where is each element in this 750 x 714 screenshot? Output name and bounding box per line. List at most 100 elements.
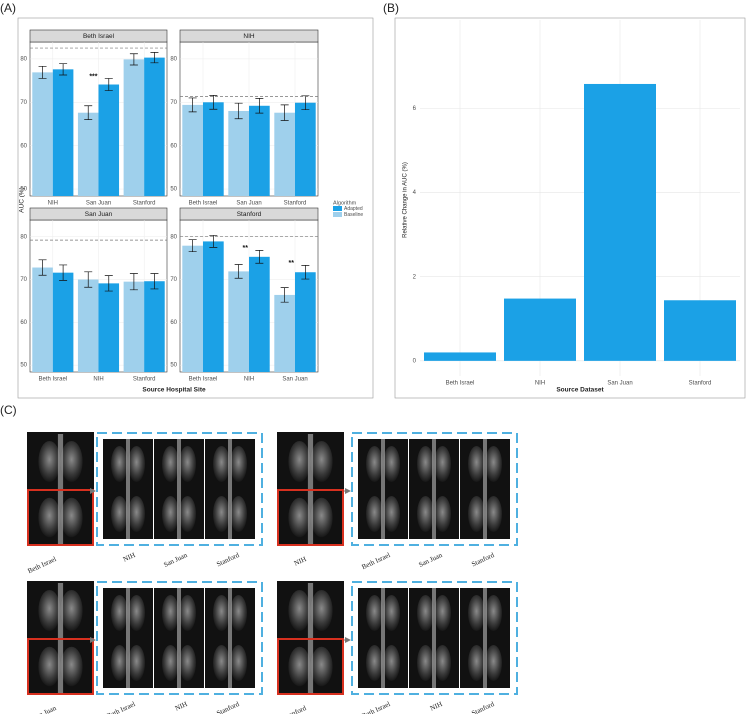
xray-image xyxy=(60,497,83,538)
xray-image xyxy=(383,595,400,631)
legend-title: Algorithm xyxy=(333,200,357,206)
y-tick-label: 50 xyxy=(170,187,177,193)
bar xyxy=(77,112,99,196)
error-bar xyxy=(38,65,47,79)
xray-image xyxy=(60,646,83,687)
x-tick-label: San Juan xyxy=(86,201,111,207)
target-label: San Juan xyxy=(162,551,189,569)
facet-title: San Juan xyxy=(85,211,113,218)
xray-image xyxy=(179,645,196,681)
target-label: NIH xyxy=(122,551,137,564)
query-box xyxy=(27,638,94,695)
error-bar xyxy=(129,53,138,66)
xray-image xyxy=(177,638,181,688)
bar xyxy=(182,245,203,372)
y-tick-label: 0 xyxy=(413,358,417,364)
xray-image xyxy=(38,497,61,538)
x-tick-label: Stanford xyxy=(284,201,307,207)
xray-image xyxy=(230,446,247,482)
y-axis-label: AUC (%) xyxy=(19,187,26,213)
xray-image xyxy=(57,433,64,490)
bar xyxy=(203,241,224,372)
xray-image xyxy=(381,588,385,638)
xray-image xyxy=(432,489,436,539)
x-tick-label: Stanford xyxy=(133,201,156,207)
bar xyxy=(144,281,165,372)
xray-image xyxy=(288,589,311,632)
x-tick-label: San Juan xyxy=(236,201,261,207)
x-tick-label: Stanford xyxy=(133,377,156,383)
retrieval-box xyxy=(96,581,263,695)
y-tick-label: 70 xyxy=(170,100,177,106)
xray-image xyxy=(288,646,311,687)
significance-label: ** xyxy=(243,245,249,252)
y-tick-label: 50 xyxy=(20,187,27,193)
query-box xyxy=(27,489,94,546)
xray-image xyxy=(162,645,179,681)
xray-image xyxy=(310,497,333,538)
error-bar xyxy=(255,98,264,114)
xray-image xyxy=(468,595,485,631)
xray-image xyxy=(485,446,502,482)
xray-image xyxy=(483,439,487,489)
xray-image xyxy=(417,446,434,482)
bar xyxy=(504,298,576,361)
x-tick-label: San Juan xyxy=(282,377,307,383)
xray-image xyxy=(213,446,230,482)
error-bar xyxy=(84,105,93,121)
xray-image xyxy=(307,490,314,545)
xray-image xyxy=(162,595,179,631)
xray-image xyxy=(383,496,400,532)
query-box xyxy=(277,489,344,546)
xray-image xyxy=(111,645,128,681)
xray-image xyxy=(483,489,487,539)
y-tick-label: 2 xyxy=(413,274,417,280)
legend-key xyxy=(333,212,342,217)
xray-image xyxy=(228,489,232,539)
xray-image xyxy=(307,582,314,639)
y-tick-label: 70 xyxy=(20,100,27,106)
facet-title: Stanford xyxy=(237,211,262,218)
error-bar xyxy=(150,273,159,290)
xray-image xyxy=(228,638,232,688)
error-bar xyxy=(255,250,264,264)
panel-label: (C) xyxy=(0,403,17,417)
xray-image xyxy=(483,588,487,638)
y-tick-label: 60 xyxy=(170,143,177,149)
xray-image xyxy=(126,638,130,688)
bar xyxy=(52,69,74,196)
error-bar xyxy=(84,271,93,288)
xray-image xyxy=(213,595,230,631)
x-tick-label: NIH xyxy=(244,377,254,383)
target-label: Stanford xyxy=(470,551,496,569)
xray-image xyxy=(434,645,451,681)
y-tick-label: 80 xyxy=(20,56,27,62)
significance-label: ** xyxy=(289,260,295,267)
error-bar xyxy=(38,259,47,276)
bar xyxy=(274,294,295,372)
xray-image xyxy=(381,638,385,688)
xray-image xyxy=(307,639,314,694)
facet-title: NIH xyxy=(243,33,255,40)
y-tick-label: 60 xyxy=(20,320,27,326)
panel-label: (B) xyxy=(383,1,399,15)
x-tick-label: NIH xyxy=(93,377,103,383)
target-label: San Juan xyxy=(417,551,444,569)
error-bar xyxy=(280,287,289,303)
y-tick-label: 80 xyxy=(170,234,177,240)
xray-image xyxy=(179,595,196,631)
xray-image xyxy=(213,496,230,532)
xray-image xyxy=(468,496,485,532)
legend-label: Adapted xyxy=(344,206,363,212)
bar xyxy=(584,83,656,361)
source-label: NIH xyxy=(293,555,308,568)
xray-image xyxy=(213,645,230,681)
y-tick-label: 50 xyxy=(170,363,177,369)
xray-image xyxy=(60,589,83,632)
bar xyxy=(98,283,120,372)
xray-image xyxy=(128,446,145,482)
target-label: Stanford xyxy=(215,700,241,714)
bar xyxy=(123,281,145,372)
target-label: Stanford xyxy=(215,551,241,569)
error-bar xyxy=(150,52,159,64)
